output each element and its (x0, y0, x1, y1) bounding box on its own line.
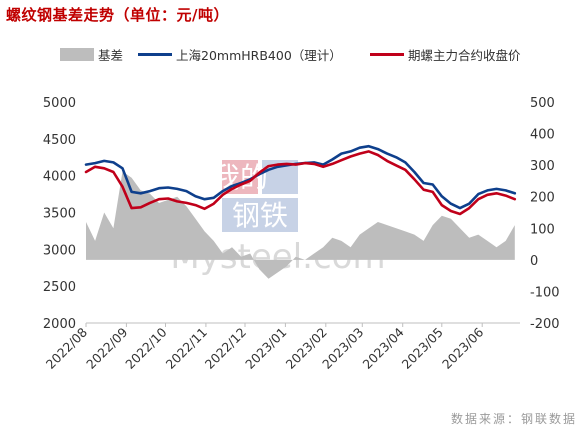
axes-layer (85, 322, 520, 327)
legend-swatch-futures (370, 52, 404, 56)
chart-title: 螺纹钢基差走势（单位：元/吨） (6, 6, 229, 24)
watermark-top: 我的 (212, 161, 268, 194)
source-note: 数据来源：钢联数据 (450, 412, 577, 426)
y-right-tick-label: -100 (530, 285, 560, 300)
basis-area-layer (86, 171, 515, 279)
watermark-bottom: 钢铁 (232, 199, 288, 232)
y-right-tick-label: -200 (530, 317, 560, 332)
y-right-tick-label: 100 (530, 222, 555, 237)
y-left-tick-label: 2000 (43, 317, 76, 332)
y-left-tick-label: 4500 (43, 133, 76, 148)
y-left-tick-label: 3500 (43, 207, 76, 222)
x-tick-label: 2022/12 (202, 325, 249, 372)
y-left-tick-label: 2500 (43, 280, 76, 295)
x-tick-label: 2022/09 (83, 324, 130, 371)
legend-swatch-basis (60, 47, 94, 61)
legend-label-basis: 基差 (98, 47, 124, 63)
x-tick-label: 2023/06 (439, 324, 486, 371)
x-tick-label: 2022/10 (122, 324, 169, 371)
legend-label-futures: 期螺主力合约收盘价 (408, 47, 521, 63)
y-left-tick-label: 3000 (43, 243, 76, 258)
x-tick-label: 2023/01 (242, 325, 289, 372)
y-right-tick-label: 500 (530, 96, 555, 111)
y-right-tick-label: 0 (530, 254, 538, 269)
y-right-tick-label: 200 (530, 191, 555, 206)
x-tick-label: 2023/04 (359, 324, 406, 371)
legend-label-spot: 上海20mmHRB400（理计） (176, 47, 342, 63)
legend-item-spot-price: 上海20mmHRB400（理计） (138, 44, 342, 64)
series-basis-area (86, 171, 515, 279)
y-left-tick-label: 5000 (43, 96, 76, 111)
legend: 基差 上海20mmHRB400（理计） 期螺主力合约收盘价 (0, 44, 585, 64)
x-tick-label: 2022/11 (163, 325, 210, 372)
y-right-tick-label: 300 (530, 159, 555, 174)
lines-layer (84, 144, 517, 216)
series-futures-price-line (84, 150, 517, 216)
legend-item-futures-price: 期螺主力合约收盘价 (370, 44, 521, 64)
x-tick-label: 2023/05 (399, 325, 446, 372)
legend-swatch-spot (138, 52, 172, 56)
watermark-block-bottom (222, 198, 298, 232)
y-left-tick-label: 4000 (43, 170, 76, 185)
y-right-tick-label: 400 (530, 128, 555, 143)
legend-item-basis: 基差 (60, 44, 123, 64)
